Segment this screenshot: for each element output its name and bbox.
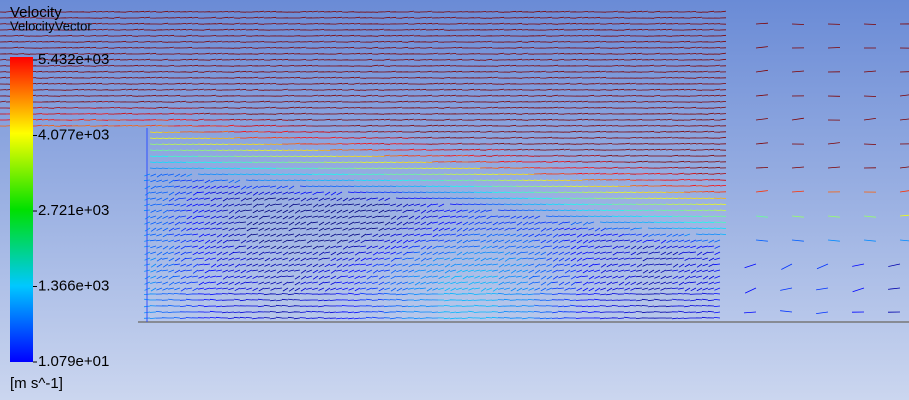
tick-label: 5.432e+03 xyxy=(38,51,109,68)
tick-label: 4.077e+03 xyxy=(38,126,109,143)
tick-label: 1.079e+01 xyxy=(38,353,109,370)
tick-label: 2.721e+03 xyxy=(38,202,109,219)
tick-label: 1.366e+03 xyxy=(38,277,109,294)
vector-plot: Velocity VelocityVector [m s^-1] 5.432e+… xyxy=(0,0,909,400)
legend-subtitle: VelocityVector xyxy=(10,18,92,33)
colorbar xyxy=(10,57,33,362)
legend-unit: [m s^-1] xyxy=(10,375,63,392)
viewport: Velocity VelocityVector [m s^-1] 5.432e+… xyxy=(0,0,909,400)
